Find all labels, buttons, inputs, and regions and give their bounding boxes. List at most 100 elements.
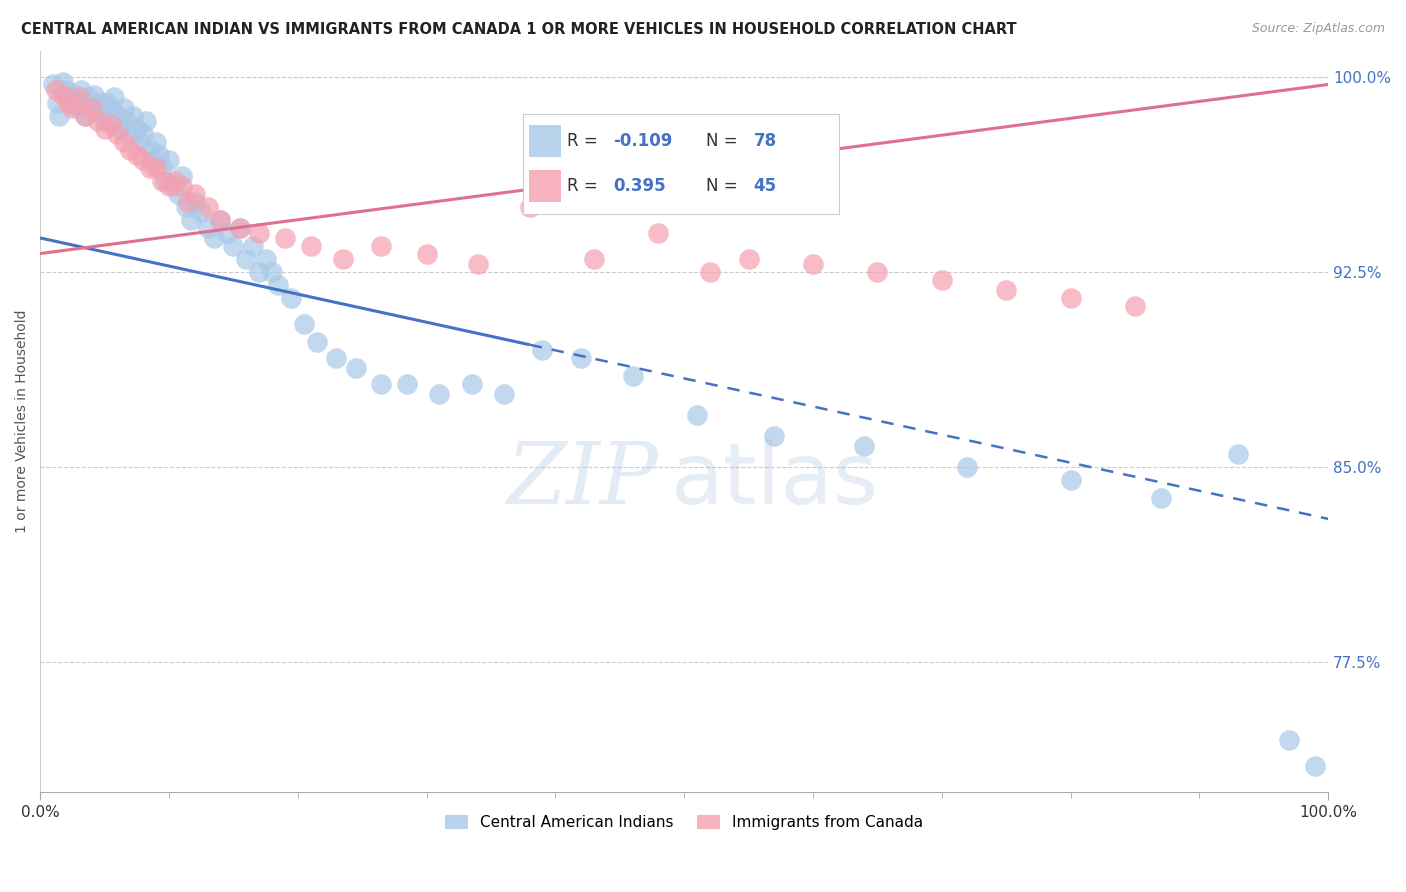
Point: [956, 459, 979, 474]
Point: [67, 101, 90, 115]
Point: [280, 291, 302, 305]
Point: [222, 239, 245, 253]
Point: [531, 343, 554, 357]
Text: CENTRAL AMERICAN INDIAN VS IMMIGRANTS FROM CANADA 1 OR MORE VEHICLES IN HOUSEHOL: CENTRAL AMERICAN INDIAN VS IMMIGRANTS FR…: [21, 22, 1017, 37]
Point: [93, 121, 115, 136]
Point: [60, 101, 83, 115]
Point: [105, 127, 128, 141]
Point: [853, 439, 876, 453]
Point: [108, 121, 131, 136]
Point: [582, 252, 605, 266]
Point: [519, 200, 541, 214]
Point: [569, 351, 592, 365]
Point: [396, 376, 419, 391]
Point: [1303, 759, 1326, 773]
Point: [344, 361, 367, 376]
Point: [621, 368, 644, 383]
Point: [267, 277, 290, 292]
Text: atlas: atlas: [671, 439, 879, 522]
Point: [112, 135, 135, 149]
Point: [995, 283, 1018, 297]
Point: [1059, 291, 1081, 305]
Point: [80, 101, 103, 115]
Point: [866, 265, 889, 279]
Point: [180, 212, 202, 227]
Point: [247, 265, 270, 279]
Point: [183, 194, 205, 209]
Point: [686, 408, 709, 422]
Text: ZIP: ZIP: [506, 439, 658, 522]
Point: [75, 109, 97, 123]
Point: [1150, 491, 1173, 505]
Point: [177, 194, 200, 209]
Point: [370, 376, 392, 391]
Point: [152, 161, 174, 175]
Point: [48, 109, 70, 123]
Point: [235, 252, 257, 266]
Point: [183, 186, 205, 201]
Point: [305, 334, 328, 349]
Point: [60, 95, 83, 110]
Legend: Central American Indians, Immigrants from Canada: Central American Indians, Immigrants fro…: [439, 809, 929, 836]
Point: [429, 387, 451, 401]
Point: [135, 114, 157, 128]
Point: [724, 178, 747, 193]
Point: [45, 83, 67, 97]
Point: [209, 212, 232, 227]
Point: [125, 121, 148, 136]
Point: [197, 200, 219, 214]
Point: [138, 143, 160, 157]
Point: [153, 174, 176, 188]
Point: [145, 135, 167, 149]
Point: [190, 205, 212, 219]
Point: [121, 109, 143, 123]
Point: [42, 78, 65, 92]
Point: [52, 75, 75, 89]
Point: [75, 109, 97, 123]
Point: [332, 252, 354, 266]
Point: [100, 101, 122, 115]
Point: [292, 317, 315, 331]
Point: [45, 95, 67, 110]
Point: [58, 95, 80, 110]
Point: [1123, 299, 1146, 313]
Point: [325, 351, 347, 365]
Point: [170, 178, 193, 193]
Point: [801, 257, 824, 271]
Point: [254, 252, 277, 266]
Point: [115, 114, 138, 128]
Point: [209, 212, 232, 227]
Point: [174, 200, 197, 214]
Point: [467, 257, 489, 271]
Text: Source: ZipAtlas.com: Source: ZipAtlas.com: [1251, 22, 1385, 36]
Point: [148, 147, 170, 161]
Point: [1278, 733, 1301, 747]
Point: [83, 87, 105, 102]
Point: [105, 109, 128, 123]
Point: [87, 114, 110, 128]
Point: [120, 127, 142, 141]
Point: [165, 174, 187, 188]
Point: [87, 103, 110, 118]
Point: [63, 87, 86, 102]
Point: [157, 153, 180, 167]
Point: [1226, 447, 1249, 461]
Point: [120, 143, 142, 157]
Point: [260, 265, 283, 279]
Point: [647, 226, 669, 240]
Point: [90, 95, 112, 110]
Point: [152, 174, 174, 188]
Point: [145, 161, 167, 175]
Point: [370, 239, 392, 253]
Point: [215, 226, 238, 240]
Point: [112, 101, 135, 115]
Point: [1059, 473, 1081, 487]
Point: [76, 90, 98, 104]
Point: [229, 220, 252, 235]
Point: [132, 153, 155, 167]
Point: [247, 226, 270, 240]
Point: [197, 220, 219, 235]
Point: [100, 116, 122, 130]
Point: [93, 114, 115, 128]
Point: [202, 231, 225, 245]
